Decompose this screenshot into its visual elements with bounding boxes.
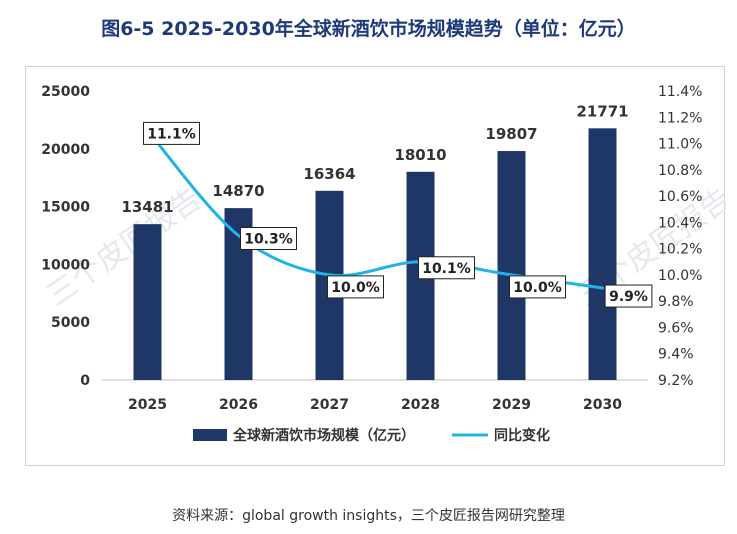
line-label-text: 10.0% bbox=[513, 280, 562, 296]
line-label-box bbox=[327, 275, 384, 299]
line-value-label: 10.0% bbox=[509, 275, 566, 299]
bar-value-label: 21771 bbox=[576, 102, 628, 120]
line-label-box bbox=[604, 284, 653, 308]
x-tick-label: 2027 bbox=[310, 397, 349, 413]
y-right-tick-label: 10.2% bbox=[658, 242, 702, 258]
legend-bar-label: 全球新酒饮市场规模（亿元） bbox=[232, 427, 415, 444]
y-right-tick-label: 9.4% bbox=[658, 347, 694, 363]
x-tick-label: 2028 bbox=[401, 397, 440, 413]
legend: 全球新酒饮市场规模（亿元） 同比变化 bbox=[193, 427, 550, 444]
line-label-text: 9.9% bbox=[609, 289, 648, 305]
y-left-tick-label: 0 bbox=[80, 373, 90, 389]
line-value-label: 11.1% bbox=[143, 121, 200, 145]
line-label-text: 10.0% bbox=[331, 280, 380, 296]
y-right-tick-label: 10.4% bbox=[658, 215, 702, 231]
source-note: 资料来源：global growth insights，三个皮匠报告网研究整理 bbox=[172, 508, 565, 524]
bar-value-label: 13481 bbox=[121, 198, 173, 216]
y-right-tick-label: 10.0% bbox=[658, 268, 702, 284]
x-tick-label: 2030 bbox=[583, 397, 622, 413]
line-value-label: 9.9% bbox=[604, 284, 653, 308]
line-label-text: 10.1% bbox=[422, 261, 471, 277]
legend-line-label: 同比变化 bbox=[494, 427, 550, 444]
line-label-box bbox=[240, 227, 297, 250]
line-value-label: 10.1% bbox=[418, 256, 475, 280]
line-value-label: 10.3% bbox=[240, 227, 297, 250]
y-right-tick-label: 9.8% bbox=[658, 294, 694, 310]
chart-title: 图6-5 2025-2030年全球新酒饮市场规模趋势（单位：亿元） bbox=[101, 18, 636, 40]
y-right-tick-label: 10.6% bbox=[658, 189, 702, 205]
bar bbox=[497, 151, 526, 380]
bar-value-label: 16364 bbox=[303, 165, 355, 183]
bar-value-label: 14870 bbox=[212, 182, 264, 200]
y-right-tick-label: 11.2% bbox=[658, 110, 702, 126]
x-tick-label: 2025 bbox=[128, 397, 167, 413]
chart: 三个皮匠报告 三个皮匠报告05000100001500020000250009.2… bbox=[41, 84, 726, 444]
y-left-tick-label: 10000 bbox=[41, 257, 90, 273]
bar-value-label: 18010 bbox=[394, 146, 446, 164]
yoy-line bbox=[146, 128, 604, 290]
y-left-tick-label: 15000 bbox=[41, 200, 90, 216]
chart-frame: 三个皮匠报告 三个皮匠报告 0 5000 10000 15000 20000 25000 9.2… bbox=[25, 66, 726, 466]
y-left-tick-label: 25000 bbox=[41, 84, 90, 100]
line-label-box bbox=[418, 256, 475, 280]
y-right-tick-label: 9.2% bbox=[658, 373, 694, 389]
legend-bar-swatch bbox=[193, 429, 227, 441]
y-right-tick-label: 9.6% bbox=[658, 320, 694, 336]
y-left-tick-label: 20000 bbox=[41, 142, 90, 158]
bar bbox=[588, 128, 617, 380]
x-tick-label: 2026 bbox=[219, 397, 258, 413]
y-right-tick-label: 11.4% bbox=[658, 84, 702, 100]
line-label-box bbox=[509, 275, 566, 299]
y-right-tick-label: 11.0% bbox=[658, 137, 702, 153]
bar-value-label: 19807 bbox=[485, 125, 537, 143]
line-label-text: 10.3% bbox=[244, 232, 293, 248]
x-tick-label: 2029 bbox=[492, 397, 531, 413]
y-left-tick-label: 5000 bbox=[51, 315, 90, 331]
line-value-label: 10.0% bbox=[327, 275, 384, 299]
line-label-text: 11.1% bbox=[147, 126, 196, 142]
bar bbox=[133, 224, 162, 380]
y-right-tick-label: 10.8% bbox=[658, 163, 702, 179]
line-label-box bbox=[143, 121, 200, 145]
